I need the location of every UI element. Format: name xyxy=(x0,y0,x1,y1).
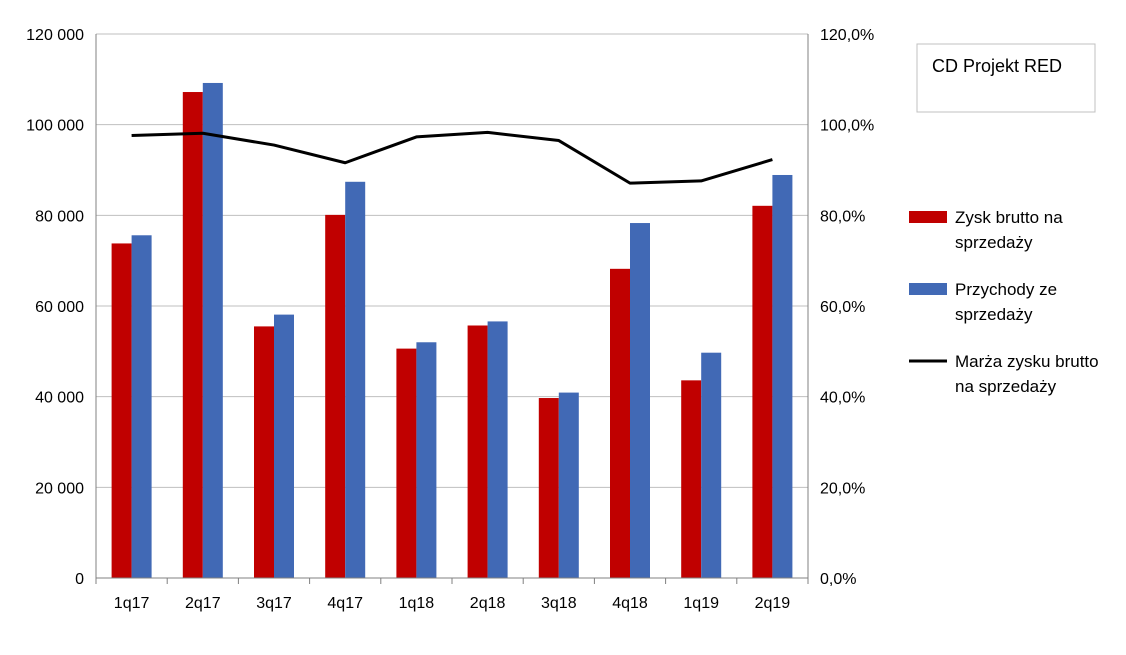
x-tick-label: 3q17 xyxy=(256,595,292,612)
chart-title: CD Projekt RED xyxy=(932,56,1062,76)
y-right-tick-label: 20,0% xyxy=(820,480,865,497)
legend-label: Przychody ze xyxy=(955,280,1057,299)
x-tick-label: 1q17 xyxy=(114,595,150,612)
bar-przychody xyxy=(487,321,508,578)
bar-zysk-brutto xyxy=(396,348,417,578)
legend-label: Zysk brutto na xyxy=(955,208,1063,227)
x-tick-label: 4q17 xyxy=(327,595,363,612)
legend-label: sprzedaży xyxy=(955,305,1033,324)
legend-label: na sprzedaży xyxy=(955,377,1057,396)
y-right-tick-label: 60,0% xyxy=(820,299,865,316)
legend-label: sprzedaży xyxy=(955,233,1033,252)
legend: Zysk brutto na sprzedaży Przychody ze sprze… xyxy=(909,208,1099,396)
bar-przychody xyxy=(202,82,223,579)
y-right-tick-label: 100,0% xyxy=(820,118,874,135)
x-tick-label: 4q18 xyxy=(612,595,648,612)
y-right-tick-label: 40,0% xyxy=(820,390,865,407)
margin-line xyxy=(131,130,773,185)
y-left-tick-label: 0 xyxy=(75,571,84,588)
bar-przychody xyxy=(701,352,722,578)
bar-przychody xyxy=(416,342,437,578)
bar-zysk-brutto xyxy=(681,380,702,578)
y-right-tick-label: 0,0% xyxy=(820,571,856,588)
y-left-tick-label: 40 000 xyxy=(35,390,84,407)
y-left-tick-label: 120 000 xyxy=(26,27,84,44)
legend-swatch-przychody xyxy=(909,283,947,295)
bar-zysk-brutto xyxy=(325,214,346,578)
bar-zysk-brutto xyxy=(182,92,203,578)
y-left-tick-label: 60 000 xyxy=(35,299,84,316)
x-tick-label: 2q19 xyxy=(755,595,791,612)
bar-zysk-brutto xyxy=(538,398,559,578)
bar-przychody xyxy=(131,235,152,578)
bar-zysk-brutto xyxy=(254,326,274,578)
axes: 0 20 000 40 000 60 000 80 000 100 000 120 000 0… xyxy=(26,27,874,612)
bar-zysk-brutto xyxy=(467,325,488,578)
y-right-tick-label: 80,0% xyxy=(820,208,865,225)
bar-zysk-brutto xyxy=(610,268,630,578)
legend-swatch-zysk xyxy=(909,211,947,223)
x-tick-label: 1q18 xyxy=(399,595,435,612)
bar-przychody xyxy=(274,314,294,578)
title-box: CD Projekt RED xyxy=(916,43,1096,113)
x-tick-label: 3q18 xyxy=(541,595,577,612)
legend-label: Marża zysku brutto xyxy=(955,352,1099,371)
y-right-tick-label: 120,0% xyxy=(820,27,874,44)
bar-przychody xyxy=(345,181,366,578)
bar-przychody xyxy=(772,174,793,578)
bar-zysk-brutto xyxy=(111,243,132,578)
y-left-tick-label: 80 000 xyxy=(35,208,84,225)
x-tick-label: 2q18 xyxy=(470,595,506,612)
margin-line-layer xyxy=(131,130,773,185)
bars xyxy=(111,82,793,579)
x-tick-label: 1q19 xyxy=(683,595,719,612)
bar-przychody xyxy=(558,392,579,578)
bar-przychody xyxy=(630,223,650,579)
y-left-tick-label: 20 000 xyxy=(35,480,84,497)
y-left-tick-label: 100 000 xyxy=(26,118,84,135)
title-box-frame xyxy=(916,43,1096,113)
x-tick-label: 2q17 xyxy=(185,595,221,612)
bar-zysk-brutto xyxy=(752,205,773,578)
